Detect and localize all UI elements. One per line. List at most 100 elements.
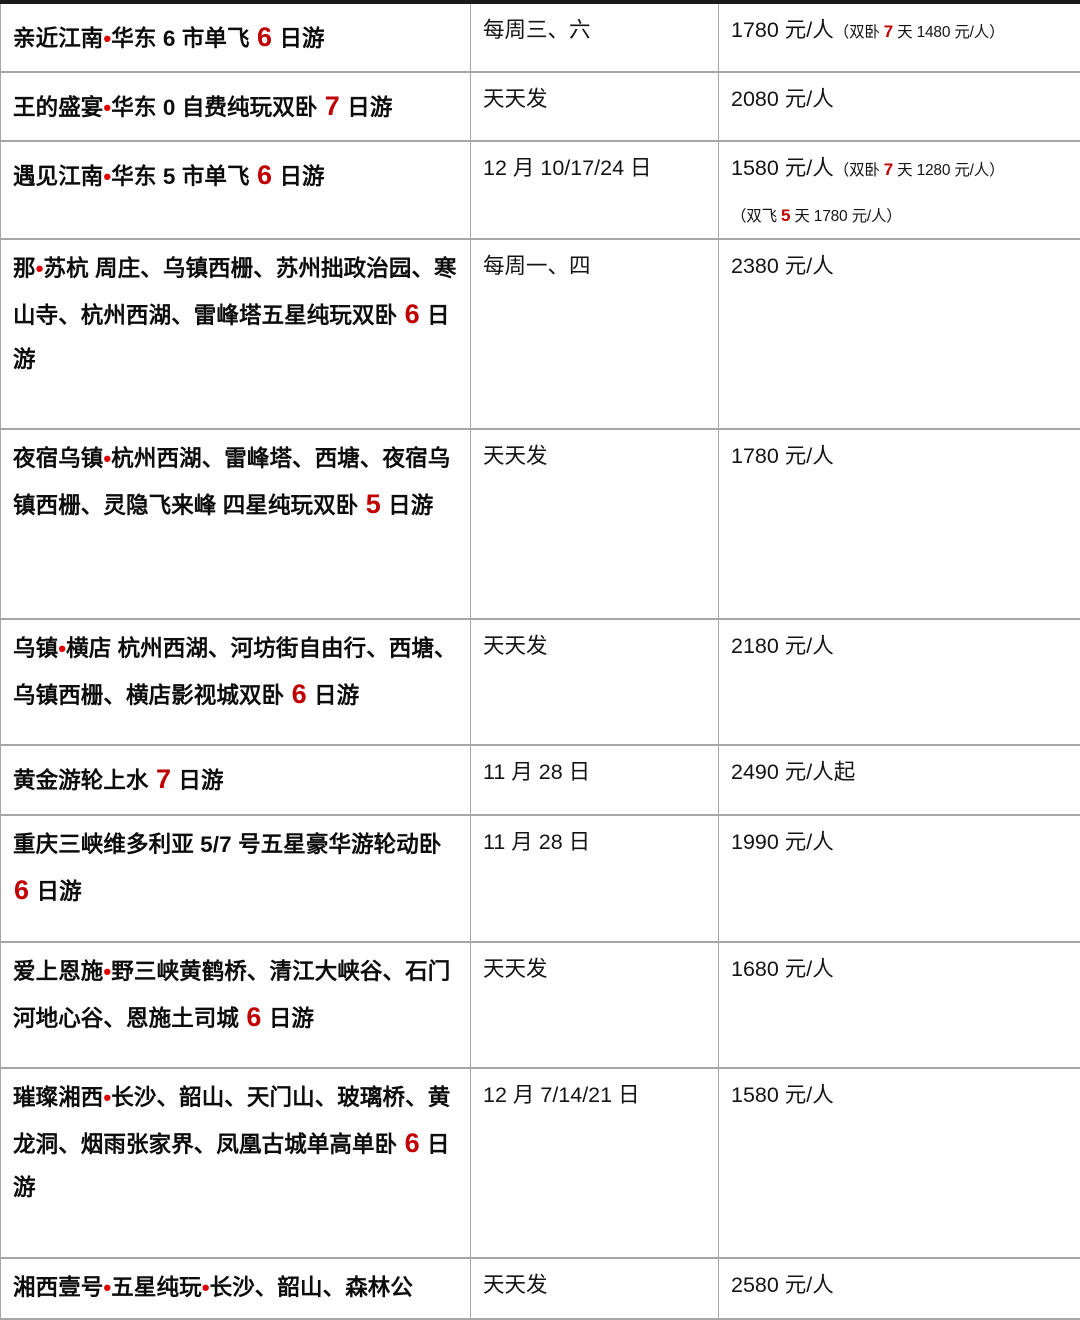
departure-date-text: 天天发	[471, 620, 718, 672]
price-note: （双卧 7 天 1280 元/人）	[834, 162, 1005, 179]
departure-date-text: 天天发	[471, 430, 718, 482]
highlight-number: 7	[324, 91, 341, 121]
cell-price: 1580 元/人	[719, 1068, 1080, 1258]
price-amount: 1680 元/人	[731, 957, 834, 981]
price-amount: 2180 元/人	[731, 634, 834, 658]
cell-product-name: 重庆三峡维多利亚 5/7 号五星豪华游轮动卧 6 日游	[1, 815, 471, 942]
table-row: 那•苏杭 周庄、乌镇西栅、苏州拙政治园、寒山寺、杭州西湖、雷峰塔五星纯玩双卧 6…	[1, 239, 1080, 429]
price-text: 1580 元/人	[719, 1069, 1080, 1121]
price-text: 1990 元/人	[719, 816, 1080, 868]
cell-price: 2380 元/人	[719, 239, 1080, 429]
separator-dot-icon: •	[36, 256, 44, 281]
departure-date-text: 每周一、四	[471, 240, 718, 292]
text-run: 华东 5 市单飞	[111, 164, 256, 189]
text-run: 日游	[341, 95, 393, 120]
price-text: 2580 元/人	[719, 1259, 1080, 1311]
highlight-number: 7	[884, 160, 893, 179]
cell-product-name: 黄金游轮上水 7 日游	[1, 745, 471, 814]
cell-departure-date: 天天发	[471, 72, 719, 141]
product-name-text: 夜宿乌镇•杭州西湖、雷峰塔、西塘、夜宿乌镇西栅、灵隐飞来峰 四星纯玩双卧 5 日…	[1, 430, 470, 538]
text-run: 夜宿乌镇	[13, 446, 103, 471]
price-amount: 1780 元/人	[731, 18, 834, 42]
cell-product-name: 遇见江南•华东 5 市单飞 6 日游	[1, 141, 471, 239]
text-run: 乌镇	[13, 636, 58, 661]
highlight-number: 6	[404, 299, 421, 329]
cell-departure-date: 天天发	[471, 619, 719, 745]
cell-price: 2080 元/人	[719, 72, 1080, 141]
departure-date-text: 天天发	[471, 1259, 718, 1311]
text-run: 长沙、韶山、森林公	[210, 1275, 413, 1300]
cell-departure-date: 12 月 7/14/21 日	[471, 1068, 719, 1258]
text-run: 横店 杭州西湖、河坊街自由行、西塘、乌镇西栅、横店影视城双卧	[13, 636, 457, 708]
text-run: 天 1480 元/人）	[893, 24, 1004, 41]
text-run: （双卧	[834, 162, 884, 179]
text-run: 那	[13, 256, 36, 281]
table-row: 璀璨湘西•长沙、韶山、天门山、玻璃桥、黄龙洞、烟雨张家界、凤凰古城单高单卧 6 …	[1, 1068, 1080, 1258]
price-amount: 1990 元/人	[731, 830, 834, 854]
product-name-text: 爱上恩施•野三峡黄鹤桥、清江大峡谷、石门河地心谷、恩施土司城 6 日游	[1, 943, 470, 1051]
cell-price: 1780 元/人（双卧 7 天 1480 元/人）	[719, 2, 1080, 72]
cell-departure-date: 11 月 28 日	[471, 815, 719, 942]
table-row: 乌镇•横店 杭州西湖、河坊街自由行、西塘、乌镇西栅、横店影视城双卧 6 日游天天…	[1, 619, 1080, 745]
product-name-text: 亲近江南•华东 6 市单飞 6 日游	[1, 4, 470, 71]
cell-departure-date: 天天发	[471, 942, 719, 1068]
text-run: 华东 6 市单飞	[111, 26, 256, 51]
product-name-text: 璀璨湘西•长沙、韶山、天门山、玻璃桥、黄龙洞、烟雨张家界、凤凰古城单高单卧 6 …	[1, 1069, 470, 1218]
departure-date-text: 12 月 10/17/24 日	[471, 142, 718, 194]
text-run: 王的盛宴	[13, 95, 103, 120]
table-row: 夜宿乌镇•杭州西湖、雷峰塔、西塘、夜宿乌镇西栅、灵隐飞来峰 四星纯玩双卧 5 日…	[1, 429, 1080, 619]
text-run: 璀璨湘西	[13, 1085, 103, 1110]
product-name-text: 黄金游轮上水 7 日游	[1, 746, 470, 813]
price-note-secondary: （双飞 5 天 1780 元/人）	[731, 202, 1070, 230]
text-run: 日游	[30, 879, 82, 904]
text-run: （双飞	[731, 208, 781, 225]
cell-product-name: 湘西壹号•五星纯玩•长沙、韶山、森林公	[1, 1258, 471, 1319]
price-text: 1580 元/人（双卧 7 天 1280 元/人）（双飞 5 天 1780 元/…	[719, 142, 1080, 238]
product-name-text: 那•苏杭 周庄、乌镇西栅、苏州拙政治园、寒山寺、杭州西湖、雷峰塔五星纯玩双卧 6…	[1, 240, 470, 389]
highlight-number: 6	[291, 679, 308, 709]
cell-departure-date: 天天发	[471, 1258, 719, 1319]
cell-price: 1990 元/人	[719, 815, 1080, 942]
cell-product-name: 王的盛宴•华东 0 自费纯玩双卧 7 日游	[1, 72, 471, 141]
highlight-number: 5	[781, 206, 790, 225]
highlight-number: 5	[365, 489, 382, 519]
text-run: 日游	[308, 683, 360, 708]
highlight-number: 7	[884, 22, 893, 41]
text-run: 天 1280 元/人）	[893, 162, 1004, 179]
text-run: 日游	[172, 768, 224, 793]
cell-price: 1580 元/人（双卧 7 天 1280 元/人）（双飞 5 天 1780 元/…	[719, 141, 1080, 239]
highlight-number: 6	[404, 1128, 421, 1158]
departure-date-text: 11 月 28 日	[471, 816, 718, 868]
text-run: 爱上恩施	[13, 959, 103, 984]
departure-date-text: 天天发	[471, 943, 718, 995]
price-text: 2080 元/人	[719, 73, 1080, 125]
highlight-number: 7	[155, 764, 172, 794]
highlight-number: 6	[245, 1002, 262, 1032]
text-run: 湘西壹号	[13, 1275, 103, 1300]
cell-price: 1780 元/人	[719, 429, 1080, 619]
cell-price: 1680 元/人	[719, 942, 1080, 1068]
highlight-number: 6	[13, 875, 30, 905]
price-amount: 1580 元/人	[731, 1083, 834, 1107]
cell-departure-date: 每周一、四	[471, 239, 719, 429]
cell-departure-date: 12 月 10/17/24 日	[471, 141, 719, 239]
price-amount: 2380 元/人	[731, 254, 834, 278]
text-run: 亲近江南	[13, 26, 103, 51]
separator-dot-icon: •	[202, 1275, 210, 1300]
departure-date-text: 天天发	[471, 73, 718, 125]
text-run: 日游	[273, 164, 325, 189]
cell-product-name: 夜宿乌镇•杭州西湖、雷峰塔、西塘、夜宿乌镇西栅、灵隐飞来峰 四星纯玩双卧 5 日…	[1, 429, 471, 619]
price-text: 1780 元/人	[719, 430, 1080, 482]
text-run: 黄金游轮上水	[13, 768, 155, 793]
departure-date-text: 每周三、六	[471, 4, 718, 56]
product-name-text: 湘西壹号•五星纯玩•长沙、韶山、森林公	[1, 1259, 470, 1318]
text-run: 五星纯玩	[111, 1275, 201, 1300]
text-run: 天 1780 元/人）	[790, 208, 901, 225]
text-run: 遇见江南	[13, 164, 103, 189]
